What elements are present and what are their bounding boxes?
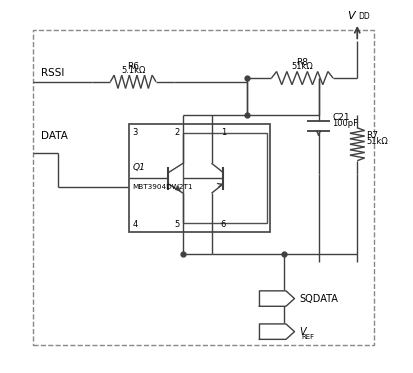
Text: 51kΩ: 51kΩ (292, 63, 313, 72)
Text: 1: 1 (221, 128, 226, 137)
Text: RSSI: RSSI (41, 68, 65, 78)
Text: SQDATA: SQDATA (299, 294, 338, 304)
Text: REF: REF (301, 334, 315, 340)
Text: DD: DD (358, 12, 370, 21)
Text: 3: 3 (132, 128, 138, 137)
Text: R6: R6 (127, 62, 139, 71)
Text: 4: 4 (132, 220, 138, 229)
Text: R8: R8 (296, 58, 308, 67)
Bar (129, 124, 270, 232)
Polygon shape (259, 324, 294, 339)
Text: V: V (348, 11, 355, 21)
Polygon shape (259, 291, 294, 306)
Text: 6: 6 (221, 220, 226, 229)
Text: 51kΩ: 51kΩ (366, 137, 388, 146)
Text: Q1: Q1 (132, 163, 145, 172)
Bar (33, 30, 373, 345)
Text: MBT3904DW2T1: MBT3904DW2T1 (132, 184, 193, 190)
Text: DATA: DATA (41, 131, 69, 141)
Text: V: V (299, 327, 306, 337)
Text: 5.1kΩ: 5.1kΩ (121, 66, 145, 75)
Text: R7: R7 (366, 131, 378, 140)
Text: C21: C21 (332, 113, 350, 122)
Text: 2: 2 (174, 128, 180, 137)
Text: 100pF: 100pF (332, 119, 358, 128)
Text: 5: 5 (174, 220, 180, 229)
Bar (183, 133, 267, 223)
